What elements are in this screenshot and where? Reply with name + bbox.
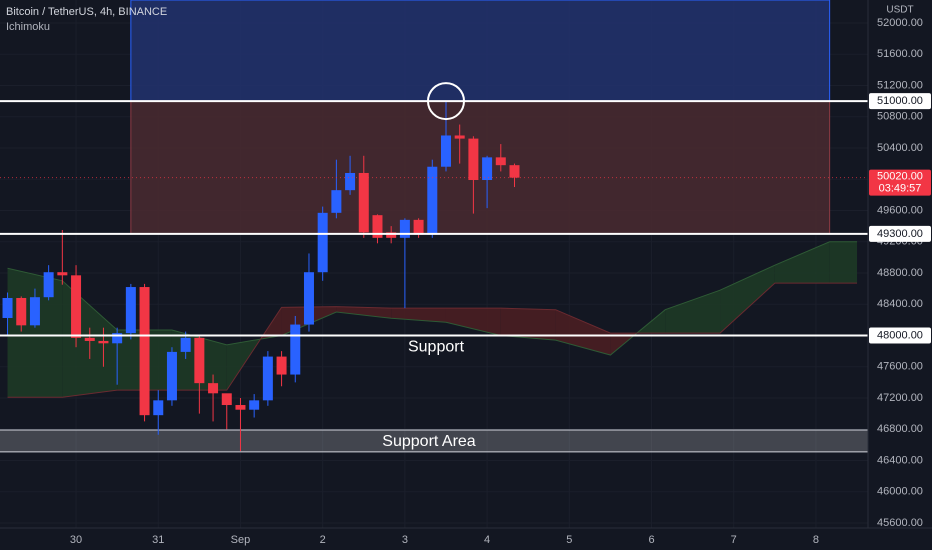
x-tick-label: 30 [70,534,82,546]
y-tick-label: 45600.00 [877,517,923,529]
x-tick-label: 31 [152,534,164,546]
x-tick-label: 3 [402,534,408,546]
candle-body [153,400,164,416]
zone [130,100,831,235]
cloud [500,308,556,341]
cloud [665,290,721,334]
y-tick-label: 51600.00 [877,48,923,60]
candle-body [440,135,451,167]
y-tick-label: 46800.00 [877,423,923,435]
countdown: 03:49:57 [879,183,922,195]
level-tag-label: 48000.00 [877,329,923,341]
candle-body [317,212,328,273]
candle-body [112,333,123,344]
candle-body [276,356,287,375]
candle-body [509,165,520,178]
y-tick-label: 50400.00 [877,142,923,154]
candle-body [2,297,13,318]
candle-body [180,337,191,352]
candle-body [345,172,356,191]
support-area [0,430,868,452]
x-tick-label: 4 [484,534,490,546]
axes: 45600.00 46000.00 46400.00 46800.00 47200.00… [70,17,931,546]
cloud [774,241,830,284]
y-tick-label: 50800.00 [877,111,923,123]
candle-body [29,297,40,326]
candle-body [468,138,479,181]
candle-body [208,383,219,394]
level-tag [869,327,931,344]
y-tick-label: 46000.00 [877,486,923,498]
annotation: Support Area [382,433,476,450]
candle-body [399,219,410,238]
candle-body [98,340,109,344]
y-tick-label: 48400.00 [877,298,923,310]
highlight-circle [426,82,465,121]
cloud [336,306,392,319]
indicator-name: Ichimoku [6,21,50,33]
candle-body [84,337,95,341]
x-tick-label: 5 [566,534,572,546]
symbol-title: Bitcoin / TetherUS, 4h, BINANCE [6,6,167,18]
candle-body [71,275,82,338]
y-tick-label: 52000.00 [877,17,923,29]
candle-body [358,172,369,233]
candle-body [249,400,260,410]
y-tick-label: 51200.00 [877,79,923,91]
candle-body [262,356,273,401]
candle-body [386,232,397,238]
x-tick-label: 8 [813,534,819,546]
annotation: Support [408,339,465,356]
zone [130,0,831,102]
candle-body [331,190,342,213]
candle-body [290,324,301,375]
currency: USDT [886,5,913,16]
x-tick-label: 6 [648,534,654,546]
candle-body [413,219,424,235]
price-axis [868,0,932,550]
plot-area: Support Support Area [0,0,868,453]
y-tick-label: 48800.00 [877,267,923,279]
candle-body [221,393,232,406]
cloud [829,241,858,284]
cloud [445,308,501,336]
candle-body [427,166,438,235]
candle-body [125,287,136,334]
x-tick-label: 2 [320,534,326,546]
candle-body [235,405,246,410]
y-tick-label: 47200.00 [877,392,923,404]
candle-body [372,215,383,238]
candle-body [482,157,493,181]
candle-body [495,157,506,166]
candle-body [194,337,205,384]
cloud [7,268,63,398]
cloud-span-a [7,241,858,356]
level-tag [869,225,931,242]
x-tick-label: 7 [731,534,737,546]
candle-body [139,287,150,416]
candle-body [57,272,68,276]
y-tick-label: 46400.00 [877,454,923,466]
candle-body [454,135,465,139]
y-tick-label: 47600.00 [877,361,923,373]
candle-body [16,297,27,326]
cloud [720,265,775,334]
last-price-label: 50020.00 [877,171,923,183]
candle-body [303,272,314,325]
level-tag-label: 51000.00 [877,95,923,107]
cloud [391,308,446,323]
cloud-span-b [7,282,858,398]
candle-body [166,351,177,401]
level-tag [869,93,931,110]
y-tick-label: 49600.00 [877,204,923,216]
x-tick-label: Sep [231,534,251,546]
last-price-tag [869,169,931,196]
level-tag-label: 49300.00 [877,228,923,240]
candle-body [43,272,54,298]
